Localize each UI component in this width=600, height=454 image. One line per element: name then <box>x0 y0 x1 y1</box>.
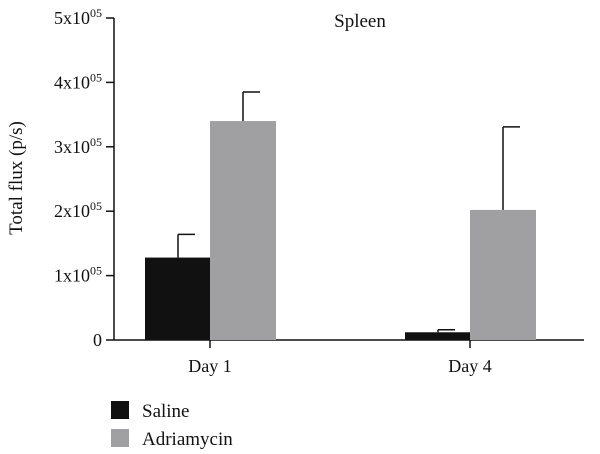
x-tick-label: Day 4 <box>448 356 492 376</box>
legend-label: Saline <box>142 401 190 422</box>
legend-swatch <box>111 429 129 447</box>
x-tick-label: Day 1 <box>188 356 232 376</box>
y-tick-label: 3x1005 <box>54 135 102 157</box>
bar-saline-day-1 <box>145 257 211 340</box>
y-tick-labels: 0 1x1005 2x1005 3x1005 4x1005 5x1005 <box>54 6 102 350</box>
y-tick-label: 5x1005 <box>54 6 102 28</box>
bar-adriamycin-day-4 <box>470 209 536 340</box>
x-tick-labels: Day 1 Day 4 <box>188 356 492 376</box>
bar-saline-day-4 <box>405 332 471 340</box>
y-axis-label: Total flux (p/s) <box>6 121 27 235</box>
y-tick-label: 1x1005 <box>54 264 102 286</box>
y-tick-label: 0 <box>93 330 102 350</box>
legend: Saline Adriamycin <box>111 401 233 450</box>
legend-swatch <box>111 401 129 419</box>
y-tick-label: 4x1005 <box>54 70 102 92</box>
legend-label: Adriamycin <box>142 429 233 450</box>
bar-adriamycin-day-1 <box>210 121 276 340</box>
chart-title: Spleen <box>334 11 386 32</box>
y-tick-label: 2x1005 <box>54 199 102 221</box>
bars <box>145 91 536 340</box>
